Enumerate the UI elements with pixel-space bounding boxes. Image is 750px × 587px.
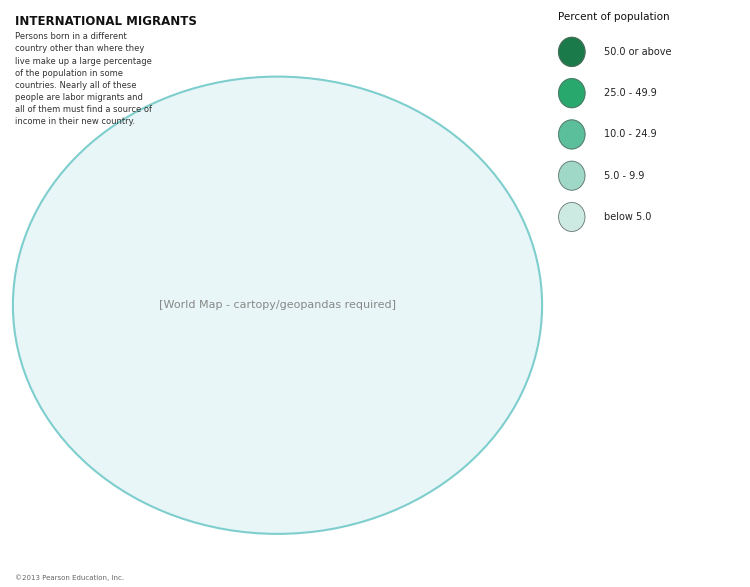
Ellipse shape (13, 77, 542, 534)
Text: below 5.0: below 5.0 (604, 212, 652, 222)
Circle shape (559, 203, 585, 231)
Circle shape (559, 120, 585, 149)
Circle shape (559, 38, 585, 66)
Text: INTERNATIONAL MIGRANTS: INTERNATIONAL MIGRANTS (15, 15, 197, 28)
Text: Percent of population: Percent of population (557, 12, 669, 22)
Text: 50.0 or above: 50.0 or above (604, 47, 672, 57)
Circle shape (559, 161, 585, 190)
Text: 5.0 - 9.9: 5.0 - 9.9 (604, 171, 644, 181)
Text: Persons born in a different
country other than where they
live make up a large p: Persons born in a different country othe… (15, 32, 152, 126)
Text: 10.0 - 24.9: 10.0 - 24.9 (604, 129, 657, 140)
Text: ©2013 Pearson Education, Inc.: ©2013 Pearson Education, Inc. (15, 575, 125, 581)
Text: [World Map - cartopy/geopandas required]: [World Map - cartopy/geopandas required] (159, 300, 396, 311)
Circle shape (559, 79, 585, 107)
Text: 25.0 - 49.9: 25.0 - 49.9 (604, 88, 657, 98)
